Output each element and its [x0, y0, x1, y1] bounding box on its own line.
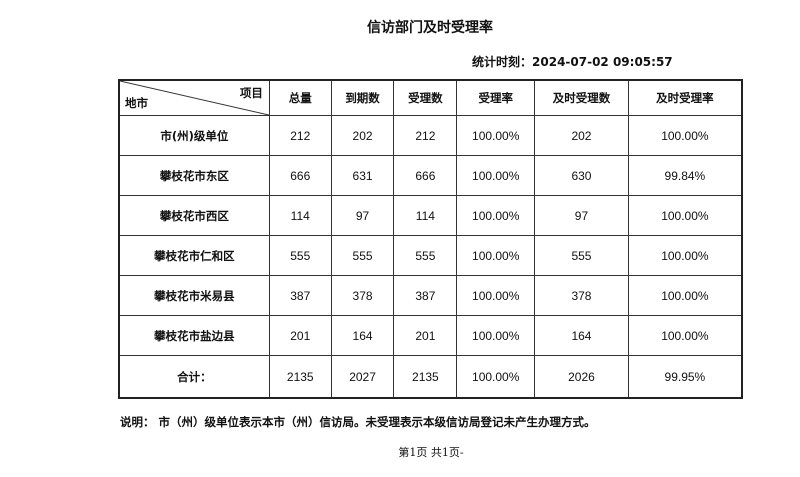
column-header: 总量: [268, 79, 332, 116]
page-indicator: 第1页 共1页-: [398, 446, 464, 459]
value-cell: 201: [268, 315, 332, 356]
value-cell: 201: [393, 315, 458, 356]
corner-header: 项目 地市: [118, 79, 270, 116]
value-cell: 99.95%: [627, 355, 743, 399]
value-cell: 631: [330, 155, 395, 196]
header-row: 项目 地市 总量 到期数 受理数 受理率 及时受理数 及时受理率: [118, 79, 743, 116]
value-cell: 100.00%: [456, 235, 536, 276]
stat-time: 统计时刻：2024-07-02 09:05:57: [472, 53, 673, 70]
value-cell: 97: [534, 195, 629, 236]
value-cell: 212: [268, 115, 332, 156]
region-cell: 合计：: [118, 355, 270, 399]
value-cell: 630: [534, 155, 629, 196]
region-cell: 市(州)级单位: [118, 115, 270, 156]
table-row: 市(州)级单位 212 202 212 100.00% 202 100.00%: [118, 115, 743, 156]
table-row: 攀枝花市盐边县 201 164 201 100.00% 164 100.00%: [118, 315, 743, 356]
region-cell: 攀枝花市西区: [118, 195, 270, 236]
value-cell: 100.00%: [456, 115, 536, 156]
diagonal-line: [120, 81, 269, 115]
column-header: 及时受理数: [534, 79, 629, 116]
region-cell: 攀枝花市仁和区: [118, 235, 270, 276]
value-cell: 555: [393, 235, 458, 276]
value-cell: 666: [268, 155, 332, 196]
value-cell: 378: [330, 275, 395, 316]
region-cell: 攀枝花市东区: [118, 155, 270, 196]
value-cell: 555: [330, 235, 395, 276]
table-row: 攀枝花市西区 114 97 114 100.00% 97 100.00%: [118, 195, 743, 236]
value-cell: 387: [268, 275, 332, 316]
value-cell: 2026: [534, 355, 629, 399]
value-cell: 164: [330, 315, 395, 356]
value-cell: 99.84%: [627, 155, 743, 196]
value-cell: 202: [330, 115, 395, 156]
value-cell: 114: [268, 195, 332, 236]
value-cell: 100.00%: [456, 355, 536, 399]
stat-time-label: 统计时刻：: [472, 55, 533, 69]
value-cell: 387: [393, 275, 458, 316]
value-cell: 100.00%: [627, 315, 743, 356]
table-row: 攀枝花市东区 666 631 666 100.00% 630 99.84%: [118, 155, 743, 196]
column-header: 到期数: [330, 79, 395, 116]
value-cell: 100.00%: [456, 275, 536, 316]
footnote: 说明： 市（州）级单位表示本市（州）信访局。未受理表示本级信访局登记未产生办理方…: [120, 415, 596, 429]
value-cell: 2027: [330, 355, 395, 399]
value-cell: 378: [534, 275, 629, 316]
value-cell: 2135: [393, 355, 458, 399]
value-cell: 2135: [268, 355, 332, 399]
value-cell: 555: [268, 235, 332, 276]
column-header: 受理数: [393, 79, 458, 116]
corner-area-label: 地市: [125, 96, 148, 110]
value-cell: 114: [393, 195, 458, 236]
table-row: 攀枝花市米易县 387 378 387 100.00% 378 100.00%: [118, 275, 743, 316]
value-cell: 100.00%: [456, 315, 536, 356]
value-cell: 202: [534, 115, 629, 156]
corner-item-label: 项目: [239, 86, 263, 100]
value-cell: 666: [393, 155, 458, 196]
value-cell: 555: [534, 235, 629, 276]
column-header: 受理率: [456, 79, 536, 116]
total-row: 合计： 2135 2027 2135 100.00% 2026 99.95%: [118, 355, 743, 399]
value-cell: 164: [534, 315, 629, 356]
region-cell: 攀枝花市盐边县: [118, 315, 270, 356]
value-cell: 97: [330, 195, 395, 236]
report-table: 项目 地市 总量 到期数 受理数 受理率 及时受理数 及时受理率 市(州)级单位…: [118, 79, 743, 399]
column-header: 及时受理率: [627, 79, 743, 116]
value-cell: 100.00%: [456, 195, 536, 236]
value-cell: 100.00%: [627, 275, 743, 316]
value-cell: 212: [393, 115, 458, 156]
value-cell: 100.00%: [456, 155, 536, 196]
value-cell: 100.00%: [627, 195, 743, 236]
region-cell: 攀枝花市米易县: [118, 275, 270, 316]
value-cell: 100.00%: [627, 115, 743, 156]
stat-time-value: 2024-07-02 09:05:57: [532, 55, 673, 69]
table-row: 攀枝花市仁和区 555 555 555 100.00% 555 100.00%: [118, 235, 743, 276]
value-cell: 100.00%: [627, 235, 743, 276]
report-title: 信访部门及时受理率: [367, 20, 493, 36]
